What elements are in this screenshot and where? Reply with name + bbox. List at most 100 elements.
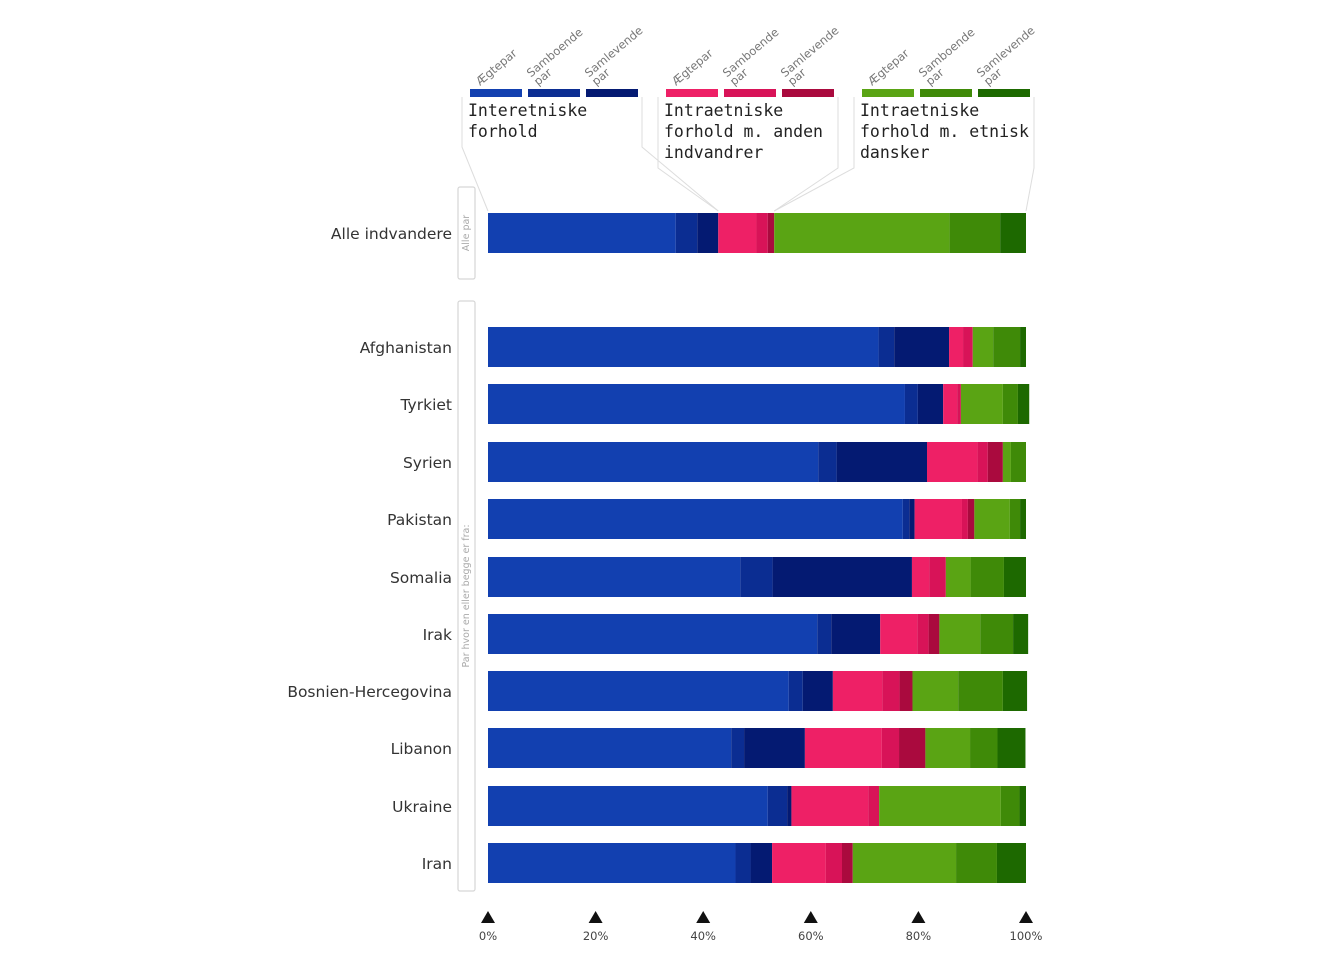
x-axis: 0% 20% 40% 60% 80% 100% <box>479 911 1043 943</box>
group-connector-right-0 <box>641 97 719 212</box>
bar-segment-pakistan-2 <box>909 499 915 539</box>
group-connector-right-2 <box>1025 97 1035 212</box>
x-tick-label: 100% <box>1010 929 1043 943</box>
bar-segment-afghanistan-2 <box>894 327 950 367</box>
bar-row-ukraine: Ukraine <box>392 786 1026 826</box>
legend-label: Ægtepar <box>865 46 912 88</box>
bar-segment-bosnien-hercegovina-0 <box>488 671 789 711</box>
category-label: Alle indvandere <box>331 225 452 243</box>
category-label: Pakistan <box>387 511 452 529</box>
bar-segment-bosnien-hercegovina-4 <box>882 671 900 711</box>
bar-segment-tyrkiet-8 <box>1017 384 1030 424</box>
bar-segment-pakistan-0 <box>488 499 903 539</box>
bar-segment-libanon-3 <box>804 728 882 768</box>
bar-segment-syrien-5 <box>987 442 1003 482</box>
bar-segment-ukraine-0 <box>488 786 768 826</box>
bar-segment-iran-2 <box>750 843 773 883</box>
legend-label: Samlevendepar <box>582 23 653 88</box>
bar-segment-pakistan-7 <box>1009 499 1021 539</box>
bar-segment-iran-1 <box>735 843 751 883</box>
x-tick-label: 0% <box>479 929 497 943</box>
bar-row-somalia: Somalia <box>390 557 1026 597</box>
legend-label: Samlevendepar <box>778 23 849 88</box>
bar-segment-pakistan-5 <box>967 499 975 539</box>
x-tick-label: 60% <box>798 929 824 943</box>
bar-segment-pakistan-3 <box>914 499 962 539</box>
bar-segment-afghanistan-3 <box>949 327 964 367</box>
bar-segment-irak-1 <box>817 614 832 654</box>
bar-segment-tyrkiet-0 <box>488 384 905 424</box>
bar-segment-syrien-0 <box>488 442 819 482</box>
bar-segment-ukraine-7 <box>1000 786 1020 826</box>
bar-segment-iran-5 <box>842 843 853 883</box>
bar-segment-bosnien-hercegovina-7 <box>958 671 1003 711</box>
bar-segment-tyrkiet-6 <box>960 384 1003 424</box>
bar-segment-somalia-0 <box>488 557 741 597</box>
category-label: Iran <box>422 855 452 873</box>
bar-segment-ukraine-1 <box>767 786 788 826</box>
legend-swatch-samboende-par-g0 <box>528 89 580 97</box>
legend-label: Ægtepar <box>473 46 520 88</box>
bar-row-libanon: Libanon <box>391 728 1026 768</box>
bar-rows: Alle indvandere Afghanistan Tyrkiet Syrien P… <box>287 213 1030 883</box>
bar-segment-tyrkiet-2 <box>917 384 944 424</box>
bar-segment-iran-4 <box>825 843 843 883</box>
bar-segment-libanon-0 <box>488 728 732 768</box>
bar-segment-alle-indvandere-1 <box>675 213 698 253</box>
legend-label: Samboendepar <box>916 25 985 88</box>
bar-segment-syrien-4 <box>977 442 988 482</box>
legend-label: Samboendepar <box>524 25 593 88</box>
bar-segment-afghanistan-6 <box>972 327 994 367</box>
bar-segment-irak-5 <box>928 614 940 654</box>
bar-segment-alle-indvandere-6 <box>774 213 950 253</box>
bar-segment-alle-indvandere-4 <box>756 213 768 253</box>
bar-segment-iran-6 <box>852 843 957 883</box>
bar-segment-irak-8 <box>1013 614 1029 654</box>
bar-row-pakistan: Pakistan <box>387 499 1026 539</box>
bar-segment-somalia-1 <box>740 557 773 597</box>
bar-segment-afghanistan-4 <box>963 327 973 367</box>
group-connector-left-2 <box>773 97 855 212</box>
bar-segment-alle-indvandere-3 <box>718 213 757 253</box>
legend-swatch-samboende-par-g1 <box>724 89 776 97</box>
bar-segment-irak-0 <box>488 614 818 654</box>
bar-segment-tyrkiet-7 <box>1002 384 1018 424</box>
bar-segment-alle-indvandere-8 <box>1000 213 1026 253</box>
legend-swatch-samboende-par-g2 <box>920 89 972 97</box>
bar-segment-ukraine-2 <box>787 786 792 826</box>
bar-segment-irak-3 <box>880 614 918 654</box>
bar-segment-ukraine-3 <box>791 786 869 826</box>
group-title-0: Interetniske forhold <box>468 101 587 141</box>
bar-segment-iran-0 <box>488 843 736 883</box>
bar-row-alle-indvandere: Alle indvandere <box>331 213 1026 253</box>
bar-row-bosnien-hercegovina: Bosnien-Hercegovina <box>287 671 1028 711</box>
bar-segment-afghanistan-0 <box>488 327 879 367</box>
group-title-1: Intraetniske forhold m. anden indvandrer <box>664 101 823 162</box>
category-label: Afghanistan <box>360 339 452 357</box>
bar-segment-alle-indvandere-0 <box>488 213 676 253</box>
bar-segment-afghanistan-1 <box>878 327 895 367</box>
legend-label: Samboendepar <box>720 25 789 88</box>
bar-segment-bosnien-hercegovina-8 <box>1002 671 1028 711</box>
bar-segment-libanon-7 <box>970 728 998 768</box>
group-connector-left-0 <box>461 97 489 212</box>
legend-swatch-samlevende-par-g1 <box>782 89 834 97</box>
group-title-2: Intraetniske forhold m. etnisk dansker <box>860 101 1029 162</box>
bar-segment-afghanistan-7 <box>993 327 1021 367</box>
legend-label: Ægtepar <box>669 46 716 88</box>
bar-segment-iran-7 <box>956 843 997 883</box>
section-bracket-1 <box>457 300 476 892</box>
x-tick-marker <box>696 911 711 923</box>
bar-row-tyrkiet: Tyrkiet <box>400 384 1030 424</box>
bar-segment-irak-2 <box>831 614 881 654</box>
x-tick-label: 80% <box>906 929 932 943</box>
bar-segment-tyrkiet-3 <box>943 384 958 424</box>
bar-segment-somalia-6 <box>945 557 971 597</box>
bar-segment-ukraine-6 <box>879 786 1001 826</box>
bar-segment-bosnien-hercegovina-2 <box>802 671 833 711</box>
bar-segment-pakistan-4 <box>961 499 968 539</box>
bar-segment-pakistan-6 <box>974 499 1010 539</box>
bar-segment-libanon-5 <box>899 728 926 768</box>
bar-segment-irak-6 <box>939 614 981 654</box>
